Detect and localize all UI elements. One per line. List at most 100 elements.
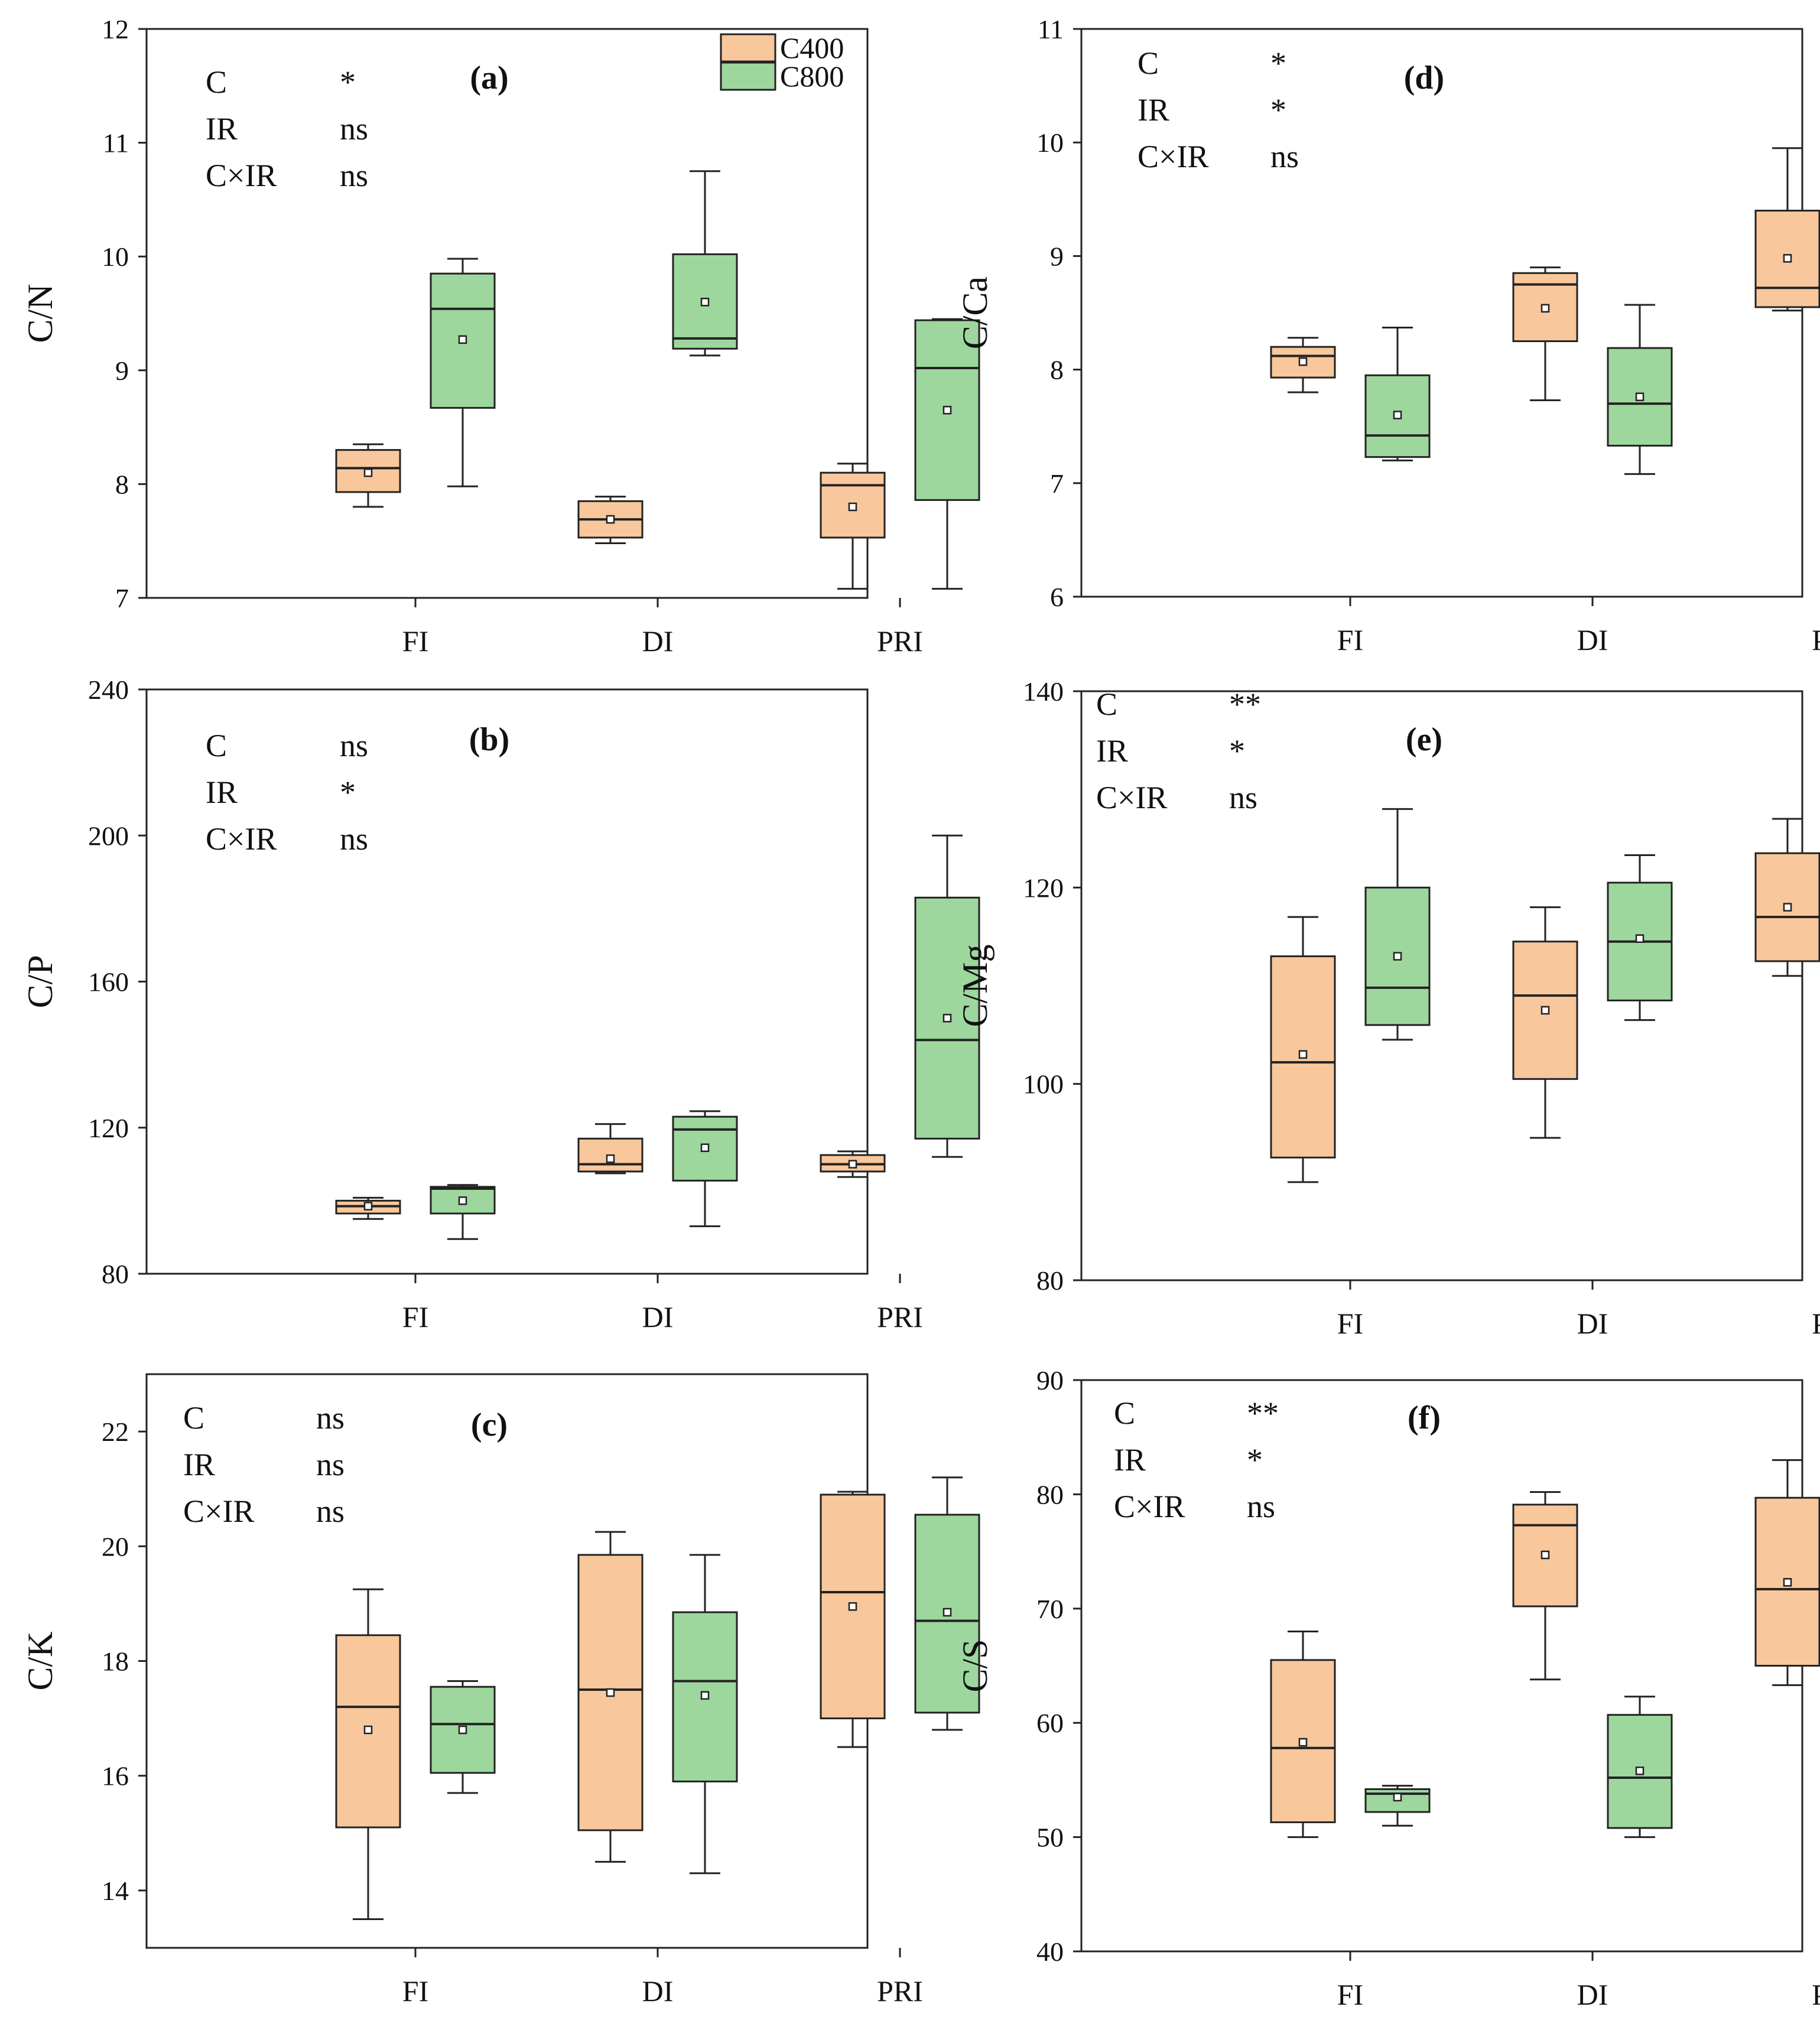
x-tick-label: FI — [1337, 1307, 1363, 1340]
box-c800-fi — [1364, 326, 1431, 461]
mean-marker — [1783, 253, 1792, 263]
mean-marker — [363, 468, 373, 477]
mean-marker — [606, 1688, 615, 1697]
x-tick-label: DI — [1577, 1978, 1608, 2011]
mean-marker — [606, 1154, 615, 1163]
panel-label: (a) — [470, 60, 508, 96]
y-tick-label: 120 — [88, 1113, 129, 1143]
x-tick-label: FI — [402, 1974, 428, 2008]
box-c800-fi — [430, 1680, 496, 1794]
mean-marker — [1393, 411, 1402, 419]
mean-marker — [1540, 1006, 1550, 1015]
box-c400-di — [1512, 906, 1578, 1139]
y-tick-label: 80 — [102, 1259, 129, 1289]
stat-term: C×IR — [206, 821, 277, 857]
y-axis-label: C/Mg — [956, 944, 994, 1027]
y-tick-label: 6 — [1050, 582, 1064, 612]
box-c400-pri — [820, 463, 886, 590]
mean-marker — [848, 1160, 857, 1169]
stat-term: C×IR — [1138, 139, 1208, 174]
mean-marker — [1635, 934, 1644, 943]
mean-marker — [363, 1725, 373, 1735]
mean-marker — [606, 515, 615, 524]
y-tick-label: 7 — [115, 583, 129, 613]
x-tick-label: FI — [1337, 623, 1363, 656]
box-c400-di — [577, 1531, 644, 1863]
y-tick-label: 140 — [1023, 676, 1064, 707]
panel-label: (b) — [469, 721, 509, 758]
y-tick-label: 9 — [1050, 241, 1064, 271]
stat-significance: ns — [1229, 780, 1257, 815]
stat-term: IR — [183, 1447, 215, 1482]
mean-marker — [700, 297, 710, 307]
stat-significance: ns — [340, 728, 368, 763]
box-c400-fi — [335, 1196, 401, 1220]
stat-significance: ns — [340, 111, 368, 147]
box-c400-fi — [335, 1588, 401, 1920]
stat-term: IR — [1138, 92, 1169, 128]
panel-f: 40 50 60 70 80 90 C/S FI DI PRI (f) C ** IR * C×IR ns — [956, 1365, 1820, 2011]
box-c800-di — [1607, 304, 1673, 475]
stat-term: C — [183, 1400, 204, 1436]
y-tick-label: 11 — [103, 128, 129, 158]
y-tick-label: 90 — [1036, 1365, 1064, 1395]
y-tick-label: 10 — [102, 242, 129, 272]
stat-term: C — [1096, 686, 1117, 722]
stat-significance: * — [340, 775, 356, 810]
stat-significance: ** — [1229, 686, 1261, 722]
mean-marker — [700, 1143, 710, 1152]
mean-marker — [848, 1602, 857, 1611]
box-iqr — [577, 1137, 644, 1173]
box-iqr — [430, 272, 496, 409]
mean-marker — [1393, 1792, 1402, 1802]
mean-marker — [1298, 357, 1308, 366]
panel-d: 6 7 8 9 10 11 C/Ca FI DI PRI (d) C * IR * C×IR ns — [956, 14, 1820, 656]
box-c400-di — [577, 496, 644, 545]
x-tick-label: PRI — [877, 1300, 923, 1333]
mean-marker — [1540, 1550, 1550, 1560]
stat-significance: ns — [316, 1447, 344, 1482]
stat-significance: * — [1270, 92, 1286, 128]
y-tick-label: 8 — [1050, 355, 1064, 385]
x-tick-label: DI — [1577, 623, 1608, 656]
x-tick-label: FI — [402, 1300, 428, 1333]
panel-label: (f) — [1408, 1400, 1441, 1436]
y-axis-label: C/S — [956, 1639, 994, 1692]
legend-label: C400 — [780, 31, 844, 64]
y-axis-label: C/Ca — [956, 276, 994, 349]
y-tick-label: 160 — [88, 967, 129, 997]
box-c400-pri — [820, 1491, 886, 1748]
stat-significance: ns — [1247, 1489, 1275, 1524]
panel-label: (e) — [1406, 721, 1442, 758]
y-tick-label: 10 — [1036, 128, 1064, 158]
y-tick-label: 16 — [102, 1761, 129, 1791]
x-tick-label: PRI — [877, 1974, 923, 2008]
stat-significance: ** — [1247, 1395, 1279, 1431]
box-c400-fi — [1270, 916, 1336, 1183]
box-c400-pri — [1754, 1459, 1820, 1686]
mean-marker — [942, 405, 952, 415]
box-c800-pri — [914, 1476, 980, 1731]
box-c400-fi — [1270, 337, 1336, 393]
box-c400-di — [1512, 266, 1578, 401]
box-c400-pri — [1754, 818, 1820, 977]
box-c800-fi — [430, 258, 496, 487]
stat-term: IR — [1096, 733, 1128, 769]
y-tick-label: 20 — [102, 1531, 129, 1561]
y-tick-label: 70 — [1036, 1594, 1064, 1624]
x-tick-label: DI — [642, 1974, 674, 2008]
y-tick-label: 50 — [1036, 1823, 1064, 1853]
stat-term: C×IR — [1114, 1489, 1185, 1524]
plot-frame — [1080, 1379, 1803, 1953]
mean-marker — [1540, 304, 1550, 313]
y-tick-label: 240 — [88, 675, 129, 705]
y-axis-label: C/K — [21, 1631, 60, 1690]
stat-significance: ns — [1270, 139, 1299, 174]
stat-significance: * — [340, 64, 356, 100]
stat-term: C — [206, 64, 227, 100]
x-tick-label: DI — [1577, 1307, 1608, 1340]
mean-marker — [458, 335, 467, 344]
mean-marker — [1635, 392, 1644, 401]
mean-marker — [363, 1202, 373, 1211]
